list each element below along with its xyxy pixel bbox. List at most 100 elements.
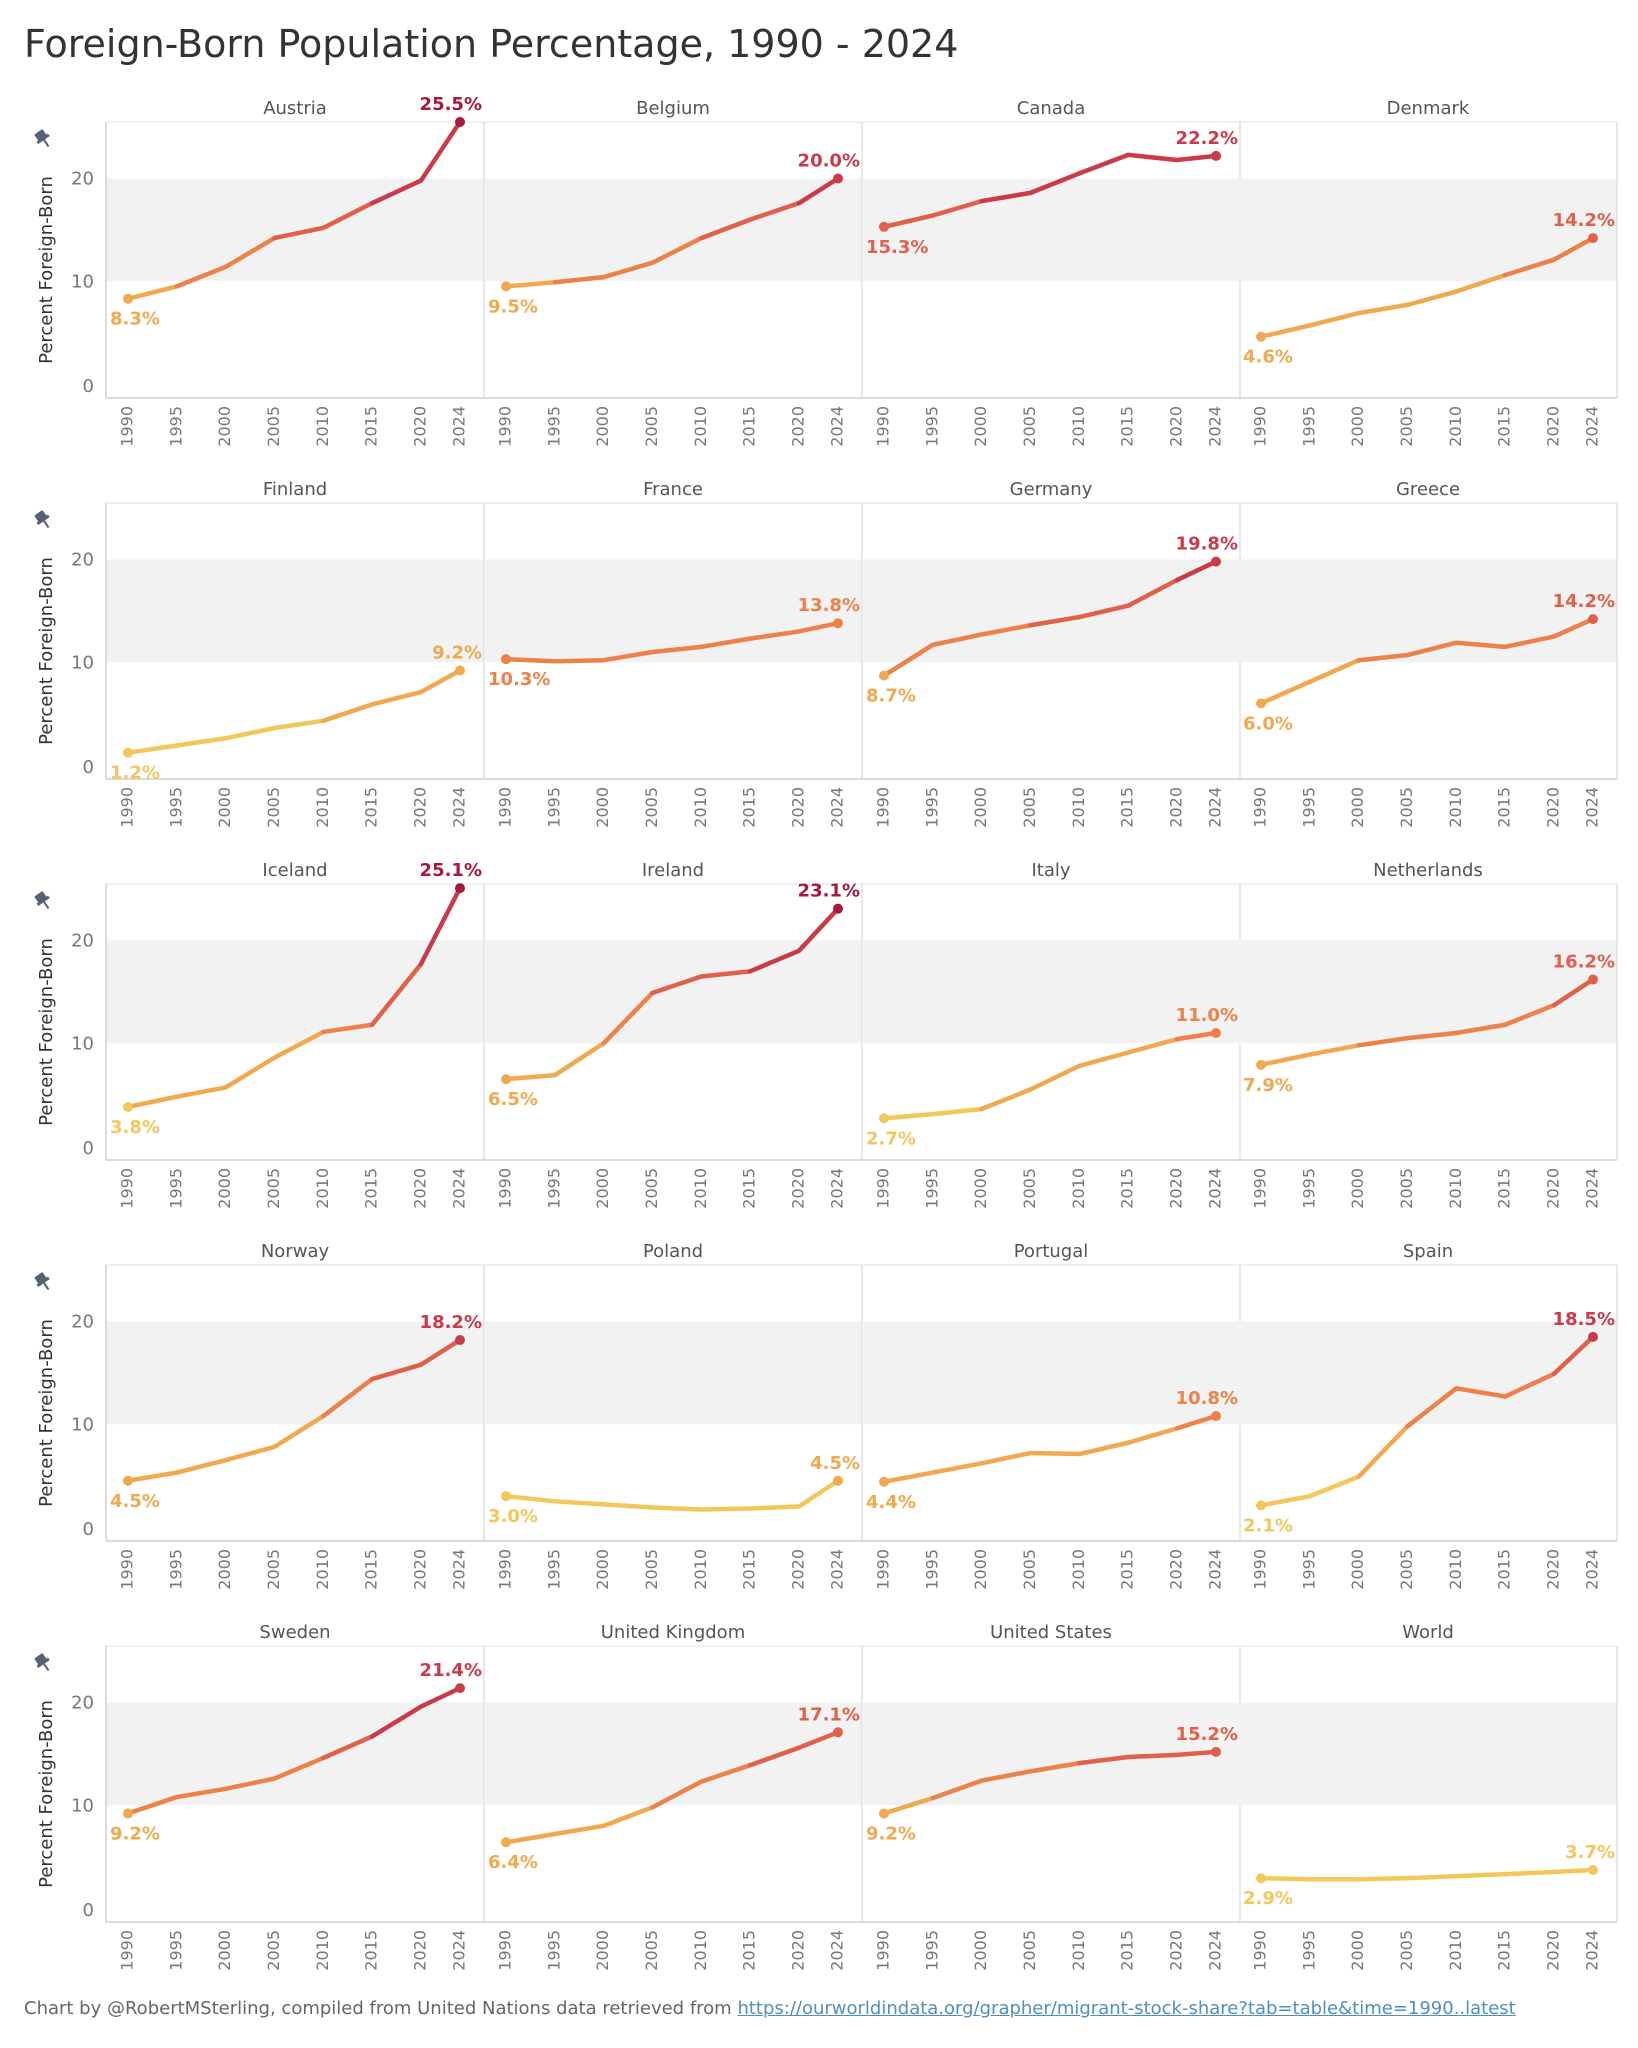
panel-netherlands: Netherlands 1990 1995 2000 2005 2010 2015 2020 2… <box>1239 860 1618 1209</box>
start-point <box>1256 1500 1266 1511</box>
start-value-label: 3.0% <box>488 1506 538 1527</box>
x-tick-label: 2010 <box>1446 787 1465 828</box>
series-segment <box>1258 1052 1313 1068</box>
x-tick-label: 2024 <box>1206 1930 1225 1971</box>
x-tick-label: 1995 <box>922 1168 941 1209</box>
panel-france: France 1990 1995 2000 2005 2010 2015 2020 2024 10… <box>484 479 863 828</box>
y-tick-label: 10 <box>71 652 94 673</box>
series-segment <box>369 961 424 1028</box>
series-segment <box>223 1776 277 1792</box>
x-tick-label: 2024 <box>1206 787 1225 828</box>
x-tick-label: 1995 <box>922 787 941 828</box>
start-point <box>879 1476 889 1487</box>
start-value-label: 9.2% <box>866 1823 916 1844</box>
footer-credit: Chart by @RobertMSterling, compiled from… <box>24 1998 1516 2019</box>
x-tick-label: 2005 <box>1397 1168 1416 1209</box>
series-segment <box>369 689 424 707</box>
x-tick-label: 2020 <box>410 1168 429 1209</box>
series-segment <box>1405 289 1459 308</box>
x-tick-label: 2020 <box>1543 787 1562 828</box>
x-tick-label: 2015 <box>362 787 381 828</box>
x-tick-label: 1995 <box>544 1549 563 1590</box>
x-tick-label: 1990 <box>118 1168 137 1209</box>
x-tick-label: 2010 <box>1069 406 1088 447</box>
panel-united-states: United States 1990 1995 2000 2005 2010 2015 202… <box>862 1622 1241 1971</box>
series-segment <box>321 1022 375 1035</box>
series-segment <box>1077 152 1131 176</box>
x-tick-label: 2010 <box>691 1168 710 1209</box>
end-point <box>833 173 843 184</box>
start-value-label: 6.4% <box>488 1852 538 1873</box>
panel-germany: Germany 1990 1995 2000 2005 2010 2015 2020 2024 8… <box>862 479 1241 828</box>
x-tick-label: 2020 <box>1166 406 1185 447</box>
y-tick-label: 20 <box>71 931 94 952</box>
x-tick-label: 1990 <box>874 1168 893 1209</box>
x-tick-label: 2024 <box>828 1168 847 1209</box>
series-segment <box>125 1470 180 1484</box>
panel-portugal: Portugal 1990 1995 2000 2005 2010 2015 2020 2024… <box>862 1241 1241 1590</box>
start-point <box>123 1808 133 1819</box>
series-segment <box>1125 152 1180 163</box>
series-segment <box>1125 1426 1180 1445</box>
start-point <box>501 654 511 665</box>
x-tick-label: 2005 <box>642 1168 661 1209</box>
series-segment <box>650 1779 704 1810</box>
panel-title: France <box>643 479 703 500</box>
x-tick-label: 2024 <box>1206 1168 1225 1209</box>
start-value-label: 7.9% <box>1243 1075 1293 1096</box>
x-tick-label: 2020 <box>1543 1930 1562 1971</box>
panel-poland: Poland 1990 1995 2000 2005 2010 2015 2020 2024 3.… <box>484 1241 863 1590</box>
series-segment <box>321 200 375 231</box>
grid-band <box>484 1321 862 1425</box>
end-value-label: 25.5% <box>420 94 482 115</box>
start-point <box>879 1113 889 1124</box>
grid-band <box>106 559 484 663</box>
pin-needle <box>43 1282 50 1291</box>
panel-title: Portugal <box>1014 1241 1089 1262</box>
series-segment <box>369 178 424 206</box>
start-value-label: 4.6% <box>1243 347 1293 368</box>
x-tick-label: 2024 <box>450 1549 469 1590</box>
x-tick-label: 1990 <box>1251 1930 1270 1971</box>
panel-canada: Canada 1990 1995 2000 2005 2010 2015 2020 2024 15… <box>862 98 1241 447</box>
x-tick-label: 2020 <box>1543 1168 1562 1209</box>
series-segment <box>747 629 802 641</box>
grid-band <box>106 1702 484 1806</box>
start-point <box>501 1491 511 1502</box>
grid-band <box>862 1321 1240 1425</box>
pin-head <box>34 129 47 141</box>
x-tick-label: 2010 <box>691 1549 710 1590</box>
x-tick-label: 2024 <box>1583 1930 1602 1971</box>
x-tick-label: 2024 <box>1206 406 1225 447</box>
series-segment <box>223 235 277 270</box>
y-tick-label: 0 <box>83 757 94 778</box>
series-segment <box>552 1041 606 1078</box>
series-segment <box>796 620 841 634</box>
start-value-label: 1.2% <box>110 763 160 784</box>
series-segment <box>1502 634 1557 650</box>
end-value-label: 3.7% <box>1565 1842 1615 1863</box>
x-tick-label: 2010 <box>1069 1930 1088 1971</box>
panel-title: World <box>1402 1622 1454 1643</box>
source-link[interactable]: https://ourworldindata.org/grapher/migra… <box>737 1998 1516 2019</box>
x-tick-label: 2005 <box>1020 406 1039 447</box>
x-tick-label: 1990 <box>1251 1549 1270 1590</box>
series-segment <box>272 225 326 241</box>
series-segment <box>1028 1760 1082 1774</box>
end-point <box>455 117 465 127</box>
series-segment <box>1502 1869 1557 1877</box>
x-tick-label: 2000 <box>1348 1930 1367 1971</box>
series-segment <box>601 649 655 663</box>
x-tick-label: 2015 <box>362 1549 381 1590</box>
x-tick-label: 2005 <box>1397 406 1416 447</box>
x-tick-label: 2015 <box>1495 787 1514 828</box>
end-point <box>1588 1331 1598 1342</box>
pin-icon <box>34 129 50 148</box>
x-tick-label: 2000 <box>593 1930 612 1971</box>
series-segment <box>321 702 375 724</box>
series-segment <box>699 1506 753 1512</box>
start-point <box>501 1837 511 1848</box>
x-tick-label: 2024 <box>828 1549 847 1590</box>
x-tick-label: 1995 <box>166 1930 185 1971</box>
